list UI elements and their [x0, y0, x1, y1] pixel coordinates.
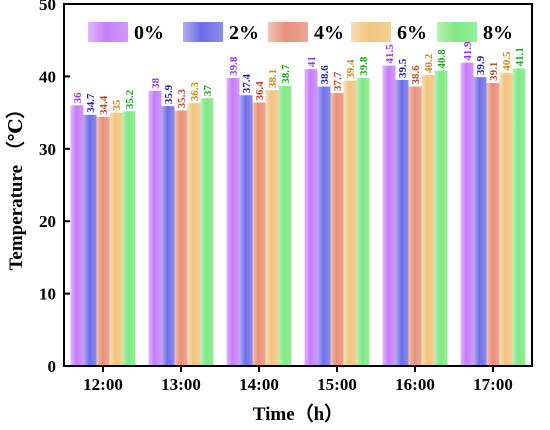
axes-layer: 0 10 20 30 40 50 12:00 13:00 14:00 15:00 16:00 17:0…: [39, 0, 513, 394]
legend-swatch: [437, 22, 477, 42]
data-label: 38.6: [319, 65, 331, 85]
legend-label: 6%: [397, 22, 427, 44]
bars-layer: [70, 62, 526, 367]
data-label: 40.2: [423, 53, 435, 73]
data-label: 39.4: [345, 59, 357, 79]
bar-2pct-1200: [83, 114, 97, 366]
bar-0pct-1300: [148, 90, 162, 366]
legend-swatch: [351, 22, 391, 42]
bar-6pct-1600: [421, 74, 435, 367]
x-tick-label: 14:00: [239, 375, 279, 394]
bar-4pct-1600: [408, 86, 422, 366]
data-label: 37.4: [241, 73, 253, 93]
bar-2pct-1300: [161, 106, 175, 367]
bar-8pct-1400: [278, 85, 292, 366]
data-label: 39.9: [475, 55, 487, 75]
plot-frame: [63, 3, 533, 367]
data-label: 39.5: [397, 58, 409, 78]
data-label: 38.1: [267, 69, 279, 88]
bar-0pct-1500: [304, 69, 318, 366]
legend-label: 0%: [134, 22, 164, 44]
data-label: 36.3: [189, 81, 201, 101]
data-label: 41: [306, 56, 318, 67]
bar-2pct-1700: [473, 77, 487, 367]
data-label: 35.3: [176, 89, 188, 109]
x-tick-label: 15:00: [317, 375, 357, 394]
bar-0pct-1200: [70, 105, 84, 367]
data-label: 35: [111, 99, 123, 111]
y-tick-label: 30: [39, 140, 56, 159]
data-label: 39.1: [488, 62, 500, 81]
bar-0pct-1400: [226, 77, 240, 367]
data-label: 38: [150, 77, 162, 89]
legend-swatch: [268, 22, 308, 42]
data-label: 34.4: [98, 95, 110, 115]
data-label: 41.5: [384, 44, 396, 64]
data-label: 34.7: [85, 93, 97, 113]
data-label: 36: [72, 92, 84, 104]
data-label: 37: [202, 85, 214, 97]
bar-8pct-1700: [512, 68, 526, 366]
bar-0pct-1700: [460, 62, 474, 366]
x-tick-label: 13:00: [161, 375, 201, 394]
bar-2pct-1400: [239, 95, 253, 366]
x-tick-label: 17:00: [473, 375, 513, 394]
x-axis-title: Time（h）: [253, 402, 343, 425]
bar-8pct-1500: [356, 77, 370, 367]
bar-8pct-1300: [200, 98, 214, 367]
bar-2pct-1500: [317, 86, 331, 366]
data-label: 40.5: [501, 51, 513, 71]
data-label: 37.7: [332, 71, 344, 91]
data-label: 39.8: [358, 56, 370, 76]
data-label: 38.7: [280, 64, 292, 84]
legend-label: 8%: [483, 22, 513, 44]
bar-4pct-1500: [330, 93, 344, 366]
y-axis-title: Temperature （℃）: [4, 99, 27, 270]
bar-6pct-1200: [109, 112, 123, 366]
bar-4pct-1300: [174, 110, 188, 366]
data-label: 40.8: [436, 49, 448, 69]
legend-swatch: [183, 22, 223, 42]
bar-2pct-1600: [395, 80, 409, 367]
data-label: 41.1: [514, 47, 526, 66]
y-tick-label: 0: [48, 357, 57, 376]
y-tick-label: 10: [39, 285, 56, 304]
bar-6pct-1500: [343, 80, 357, 366]
x-tick-label: 16:00: [395, 375, 435, 394]
bar-0pct-1600: [382, 65, 396, 366]
y-tick-label: 20: [39, 212, 56, 231]
bar-8pct-1600: [434, 70, 448, 366]
bar-6pct-1400: [265, 90, 279, 366]
data-label: 39.8: [228, 56, 240, 76]
data-label: 38.6: [410, 65, 422, 85]
bar-4pct-1200: [96, 116, 110, 366]
data-label: 36.4: [254, 81, 266, 101]
bar-6pct-1700: [499, 72, 513, 366]
data-label: 41.9: [462, 41, 474, 61]
bar-8pct-1200: [122, 111, 136, 366]
legend-label: 2%: [229, 22, 259, 44]
y-tick-label: 50: [39, 0, 56, 14]
data-label: 35.2: [124, 89, 136, 109]
data-label: 35.9: [163, 84, 175, 104]
legend: 0% 2% 4% 6% 8%: [88, 22, 513, 44]
x-tick-label: 12:00: [83, 375, 123, 394]
y-tick-label: 40: [39, 67, 56, 86]
bar-6pct-1300: [187, 103, 201, 367]
legend-label: 4%: [314, 22, 344, 44]
bar-4pct-1700: [486, 82, 500, 366]
bar-4pct-1400: [252, 102, 266, 367]
legend-swatch: [88, 22, 128, 42]
